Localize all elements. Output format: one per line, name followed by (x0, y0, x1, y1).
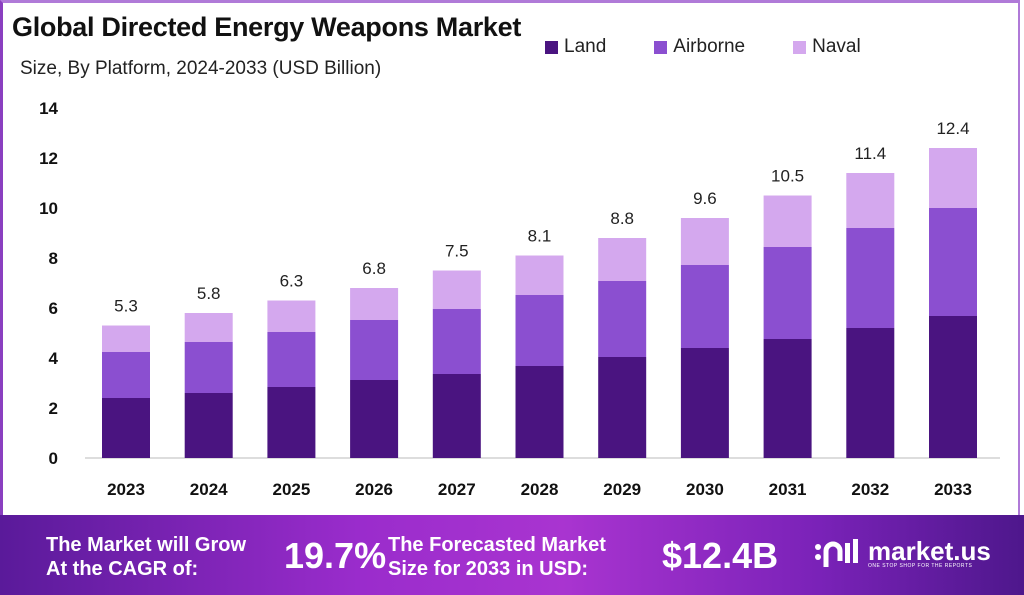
bar-land (102, 398, 150, 458)
bar-naval (350, 288, 399, 320)
market-us-logo-icon (815, 539, 858, 567)
bar-land (184, 393, 233, 458)
data-label-total: 9.6 (693, 189, 717, 208)
footer-banner: The Market will Grow At the CAGR of: 19.… (0, 515, 1024, 595)
bar-land (432, 374, 481, 458)
y-tick-label: 14 (39, 99, 58, 118)
cagr-label-line1: The Market will Grow (46, 534, 247, 556)
x-tick-label: 2032 (851, 480, 889, 499)
legend-swatch-airborne (654, 40, 668, 54)
cagr-label-line2: At the CAGR of: (46, 558, 199, 580)
bar-airborne (184, 342, 233, 393)
legend-label: Airborne (673, 36, 746, 57)
y-tick-label: 0 (49, 449, 58, 468)
bar-naval (267, 300, 316, 332)
bar-naval (598, 238, 647, 281)
legend: Land Airborne Naval (545, 36, 861, 58)
chart-subtitle: Size, By Platform, 2024-2033 (USD Billio… (20, 58, 382, 79)
data-label-total: 6.8 (362, 259, 386, 278)
x-tick-label: 2029 (603, 480, 641, 499)
bar-land (350, 380, 399, 458)
bar-land (929, 316, 977, 458)
x-tick-label: 2026 (355, 480, 393, 499)
bar-naval (680, 218, 729, 265)
legend-label: Naval (812, 36, 861, 57)
y-tick-label: 8 (49, 249, 58, 268)
legend-swatch-naval (793, 40, 807, 54)
bar-airborne (680, 265, 729, 348)
data-label-total: 5.3 (114, 297, 138, 316)
bar-land (680, 348, 729, 458)
data-label-total: 8.8 (610, 209, 634, 228)
bar-airborne (763, 247, 812, 339)
brand-tagline: ONE STOP SHOP FOR THE REPORTS (868, 563, 973, 569)
brand-logo: market.us ONE STOP SHOP FOR THE REPORTS (812, 537, 991, 571)
legend-swatch-land (545, 40, 558, 54)
y-tick-label: 12 (39, 149, 58, 168)
cagr-label: The Market will Grow At the CAGR of: (46, 533, 246, 581)
data-label-total: 7.5 (445, 242, 469, 261)
chart-title: Global Directed Energy Weapons Market (12, 12, 522, 42)
legend-item-land: Land (545, 36, 606, 58)
bar-naval (102, 325, 150, 352)
legend-item-airborne: Airborne (654, 36, 745, 58)
bar-airborne (432, 309, 481, 374)
bar-land (515, 366, 564, 458)
x-tick-label: 2028 (521, 480, 559, 499)
bar-airborne (102, 352, 150, 398)
data-label-total: 5.8 (197, 284, 221, 303)
bar-land (267, 387, 316, 458)
y-tick-label: 4 (49, 349, 59, 368)
x-tick-label: 2031 (769, 480, 807, 499)
legend-label: Land (564, 36, 607, 57)
brand-name: market.us (868, 536, 991, 566)
bar-naval (515, 255, 564, 295)
x-tick-label: 2033 (934, 480, 972, 499)
data-label-total: 10.5 (771, 167, 804, 186)
bar-naval (846, 173, 895, 228)
data-label-total: 8.1 (528, 227, 552, 246)
bar-naval (929, 148, 977, 208)
bar-naval (432, 270, 481, 309)
x-tick-label: 2025 (272, 480, 310, 499)
chart-frame (0, 0, 1020, 515)
y-tick-label: 6 (49, 299, 58, 318)
bar-airborne (350, 320, 399, 380)
data-label-total: 6.3 (280, 272, 304, 291)
forecast-value: $12.4B (662, 535, 779, 576)
x-tick-label: 2030 (686, 480, 724, 499)
bar-naval (184, 313, 233, 342)
bar-land (846, 328, 895, 458)
bar-airborne (267, 332, 316, 387)
y-tick-label: 2 (49, 399, 58, 418)
bar-airborne (929, 208, 977, 316)
x-tick-label: 2024 (190, 480, 228, 499)
y-tick-label: 10 (39, 199, 58, 218)
cagr-value: 19.7% (284, 535, 387, 576)
x-tick-label: 2023 (107, 480, 145, 499)
bar-chart: 0 2 4 6 8 10 12 14 5.3 2023 5.8 2024 6.3 2025 6.8 2026 7… (39, 99, 1000, 499)
bar-naval (763, 195, 812, 247)
data-label-total: 11.4 (854, 144, 886, 163)
bar-land (598, 357, 647, 458)
bar-airborne (846, 228, 895, 328)
data-label-total: 12.4 (936, 119, 969, 138)
forecast-label-line1: The Forecasted Market (388, 534, 606, 556)
bar-airborne (598, 281, 647, 357)
legend-item-naval: Naval (793, 36, 861, 58)
x-tick-label: 2027 (438, 480, 476, 499)
forecast-label: The Forecasted Market Size for 2033 in U… (388, 533, 606, 581)
bar-airborne (515, 295, 564, 366)
forecast-label-line2: Size for 2033 in USD: (388, 558, 589, 580)
bar-land (763, 339, 812, 458)
